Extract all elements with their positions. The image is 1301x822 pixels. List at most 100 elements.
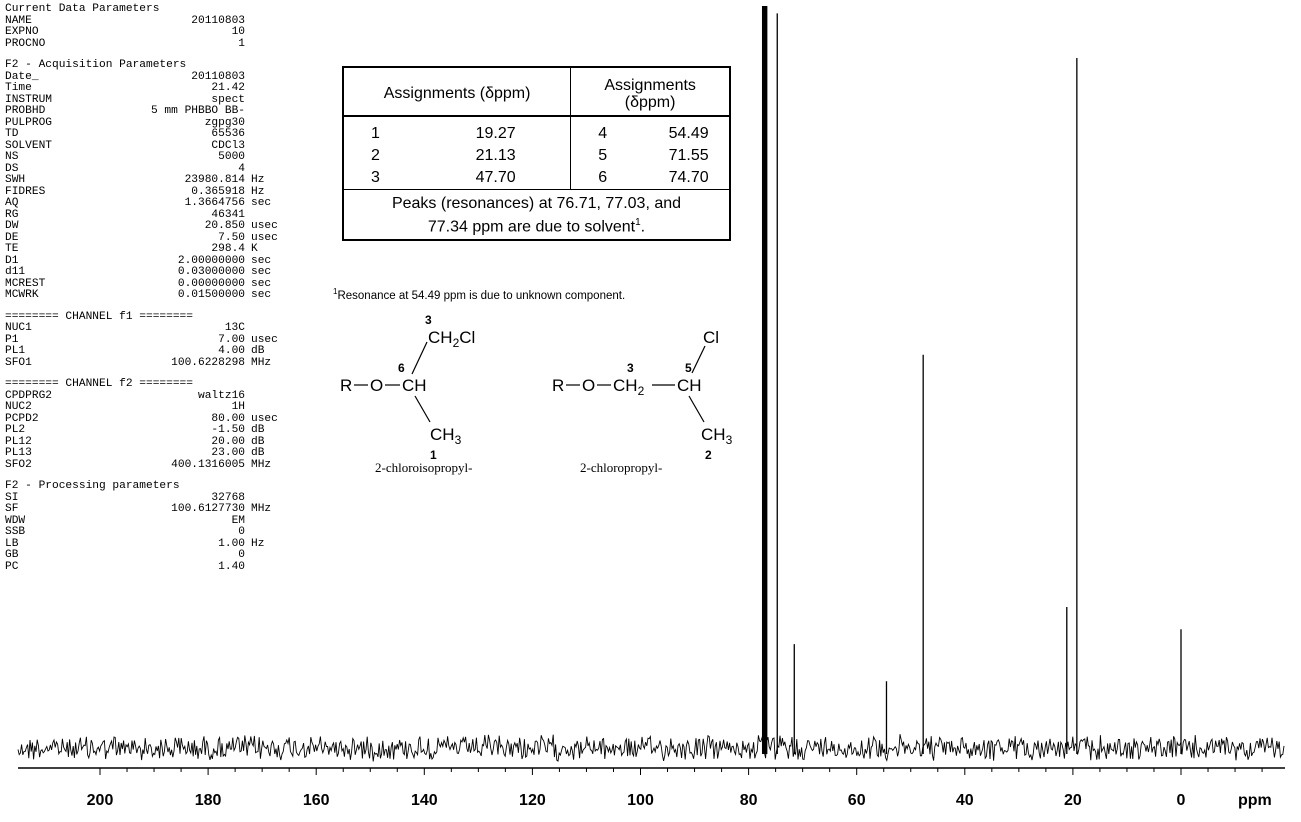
param-key: Time <box>5 82 32 94</box>
param-unit: dB <box>251 345 265 357</box>
param-value: spect <box>211 93 245 106</box>
param-key: PC <box>5 560 19 573</box>
carbon-label-3: 3 <box>425 313 432 327</box>
param-unit: usec <box>251 333 278 346</box>
x-tick-label: 200 <box>87 792 114 809</box>
carbon-label-6: 6 <box>398 361 405 375</box>
param-key: MCREST <box>5 277 46 290</box>
ch-group: CH <box>402 376 427 395</box>
param-row: SOLVENT CDCl3 <box>5 140 295 153</box>
param-row: P1 7.00 usec <box>5 333 295 347</box>
param-key: Date_ <box>5 70 39 83</box>
param-key: DE <box>5 231 19 244</box>
param-value: -1.50 <box>211 424 245 436</box>
section-title: ======== CHANNEL f1 ======== <box>5 310 193 323</box>
carbon-label-3: 3 <box>627 361 634 375</box>
param-row: MCWRK 0.01500000 sec <box>5 289 295 302</box>
param-value: 0 <box>238 526 245 538</box>
param-value: 21.42 <box>211 82 245 94</box>
x-tick-label: 0 <box>1177 792 1186 809</box>
param-value: 10 <box>231 26 245 38</box>
param-value: 0.365918 <box>191 185 245 198</box>
param-value: 20110803 <box>191 70 245 83</box>
param-unit: K <box>251 243 258 255</box>
param-key: NUC2 <box>5 401 32 413</box>
param-row: SFO1 100.6228298 MHz <box>5 356 295 370</box>
param-row: PL1 4.00 dB <box>5 345 295 358</box>
param-unit: usec <box>251 412 278 425</box>
param-unit: dB <box>251 435 265 448</box>
x-axis-ticks: 200 180 160 140 120 100 80 60 40 20 0 <box>87 768 1263 809</box>
shift-value: 19.27 <box>421 116 572 145</box>
param-row: PC 1.40 <box>5 560 295 574</box>
param-row: Time 21.42 <box>5 82 295 95</box>
param-row: NS 5000 <box>5 151 295 164</box>
shift-value: 21.13 <box>421 145 572 167</box>
current-data-section: Current Data Parameters NAME 20110803 EXPN… <box>5 3 295 51</box>
carbon-label-1: 1 <box>430 448 437 462</box>
table-row: 2 21.13 5 71.55 <box>344 145 729 167</box>
peak-lines <box>761 6 1182 754</box>
carbon-number: 1 <box>371 125 380 142</box>
param-row: SWH 23980.814 Hz <box>5 174 295 187</box>
param-row: INSTRUM spect <box>5 93 295 107</box>
param-key: PL2 <box>5 424 26 436</box>
x-tick-label: 80 <box>740 792 758 809</box>
param-value: 32768 <box>211 491 245 504</box>
x-tick-label: 120 <box>519 792 546 809</box>
x-tick-label: 20 <box>1064 792 1082 809</box>
param-value: 298.4 <box>211 243 245 255</box>
param-value: 80.00 <box>211 412 245 425</box>
carbon-number: 3 <box>371 169 380 186</box>
param-value: 5 mm PHBBO BB- <box>151 105 245 117</box>
param-value: waltz16 <box>198 389 245 402</box>
param-value: 23.00 <box>211 447 245 459</box>
param-row: PL2 -1.50 dB <box>5 424 295 437</box>
param-value: 1.00 <box>218 537 245 550</box>
baseline-noise <box>17 734 1285 762</box>
param-row: FIDRES 0.365918 Hz <box>5 185 295 199</box>
param-unit: usec <box>251 231 278 244</box>
param-value: 13C <box>224 322 245 334</box>
section-title: Current Data Parameters <box>5 3 160 15</box>
shift-value: 74.70 <box>668 169 709 186</box>
param-key: WDW <box>5 514 26 527</box>
param-value: 65536 <box>211 128 245 140</box>
acquisition-parameters-panel: Current Data Parameters NAME 20110803 EXPN… <box>5 3 295 583</box>
r-group: R <box>340 376 352 395</box>
param-key: DW <box>5 220 19 232</box>
carbon-label-2: 2 <box>705 448 712 462</box>
param-value: 1 <box>238 37 245 50</box>
param-value: 5000 <box>218 151 245 163</box>
param-key: MCWRK <box>5 289 39 301</box>
carbon-number: 6 <box>598 169 608 186</box>
carbon-number: 4 <box>598 125 608 142</box>
section-title: F2 - Processing parameters <box>5 480 180 492</box>
x-tick-label: 60 <box>848 792 866 809</box>
param-value: 20110803 <box>191 14 245 27</box>
param-unit: MHz <box>251 458 272 471</box>
ch2cl-group: CH2Cl <box>428 328 475 350</box>
param-row: d11 0.03000000 sec <box>5 266 295 279</box>
param-value: 4.00 <box>218 345 245 357</box>
param-unit: dB <box>251 424 265 436</box>
x-tick-label: 180 <box>195 792 222 809</box>
param-unit: MHz <box>251 503 272 515</box>
param-key: PULPROG <box>5 116 52 129</box>
structure-2-chloroisopropyl: R O CH 6 CH2Cl 3 CH3 1 2-chloroisopropyl… <box>340 313 475 475</box>
param-value: 46341 <box>211 208 245 221</box>
ch3-group: CH3 <box>701 425 733 447</box>
carbon-number: 5 <box>598 147 608 164</box>
param-key: GB <box>5 549 19 561</box>
param-row: PROCNO 1 <box>5 37 295 51</box>
param-key: NUC1 <box>5 322 32 334</box>
ch3-group: CH3 <box>430 425 462 447</box>
param-unit: Hz <box>251 174 265 186</box>
param-unit: Hz <box>251 185 265 198</box>
x-tick-label: 160 <box>303 792 330 809</box>
param-key: PL13 <box>5 447 32 459</box>
param-value: 100.6228298 <box>171 356 245 369</box>
param-value: zgpg30 <box>204 116 245 129</box>
chemical-structures: R O CH 6 CH2Cl 3 CH3 1 2-chloroisopropyl… <box>340 313 733 475</box>
param-row: D1 2.00000000 sec <box>5 255 295 268</box>
